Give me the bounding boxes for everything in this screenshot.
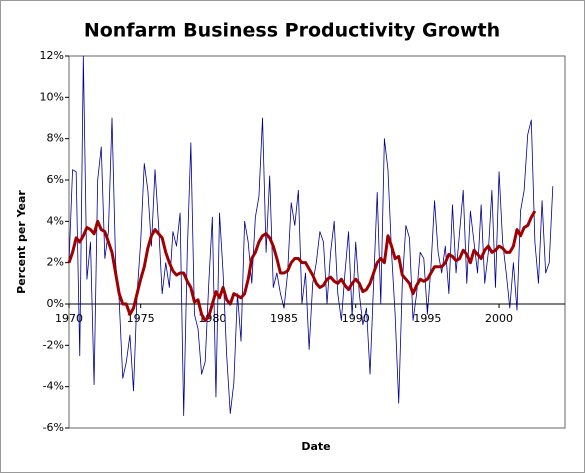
x-tick-label: 1970: [55, 312, 83, 325]
x-tick-label: 1985: [270, 312, 298, 325]
x-tick-label: 2000: [485, 312, 513, 325]
plot-area: [68, 55, 566, 429]
line-series: [67, 210, 537, 323]
y-tick-label: 6%: [47, 173, 64, 186]
y-tick-label: -6%: [43, 421, 64, 434]
x-tick-label: 1995: [413, 312, 441, 325]
y-tick-label: 2%: [47, 256, 64, 269]
y-tick-label: 10%: [40, 90, 64, 103]
y-tick-label: -2%: [43, 338, 64, 351]
x-tick-label: 1975: [127, 312, 155, 325]
chart-title: Nonfarm Business Productivity Growth: [84, 20, 500, 42]
y-tick-label: 0%: [47, 297, 64, 310]
y-tick-label: -4%: [43, 380, 64, 393]
line-series: [68, 55, 554, 416]
x-axis-title: Date: [301, 440, 330, 453]
y-tick-label: 12%: [40, 49, 64, 62]
y-tick-label: 4%: [47, 214, 64, 227]
y-tick-label: 8%: [47, 132, 64, 145]
y-axis-title: Percent per Year: [15, 190, 28, 294]
